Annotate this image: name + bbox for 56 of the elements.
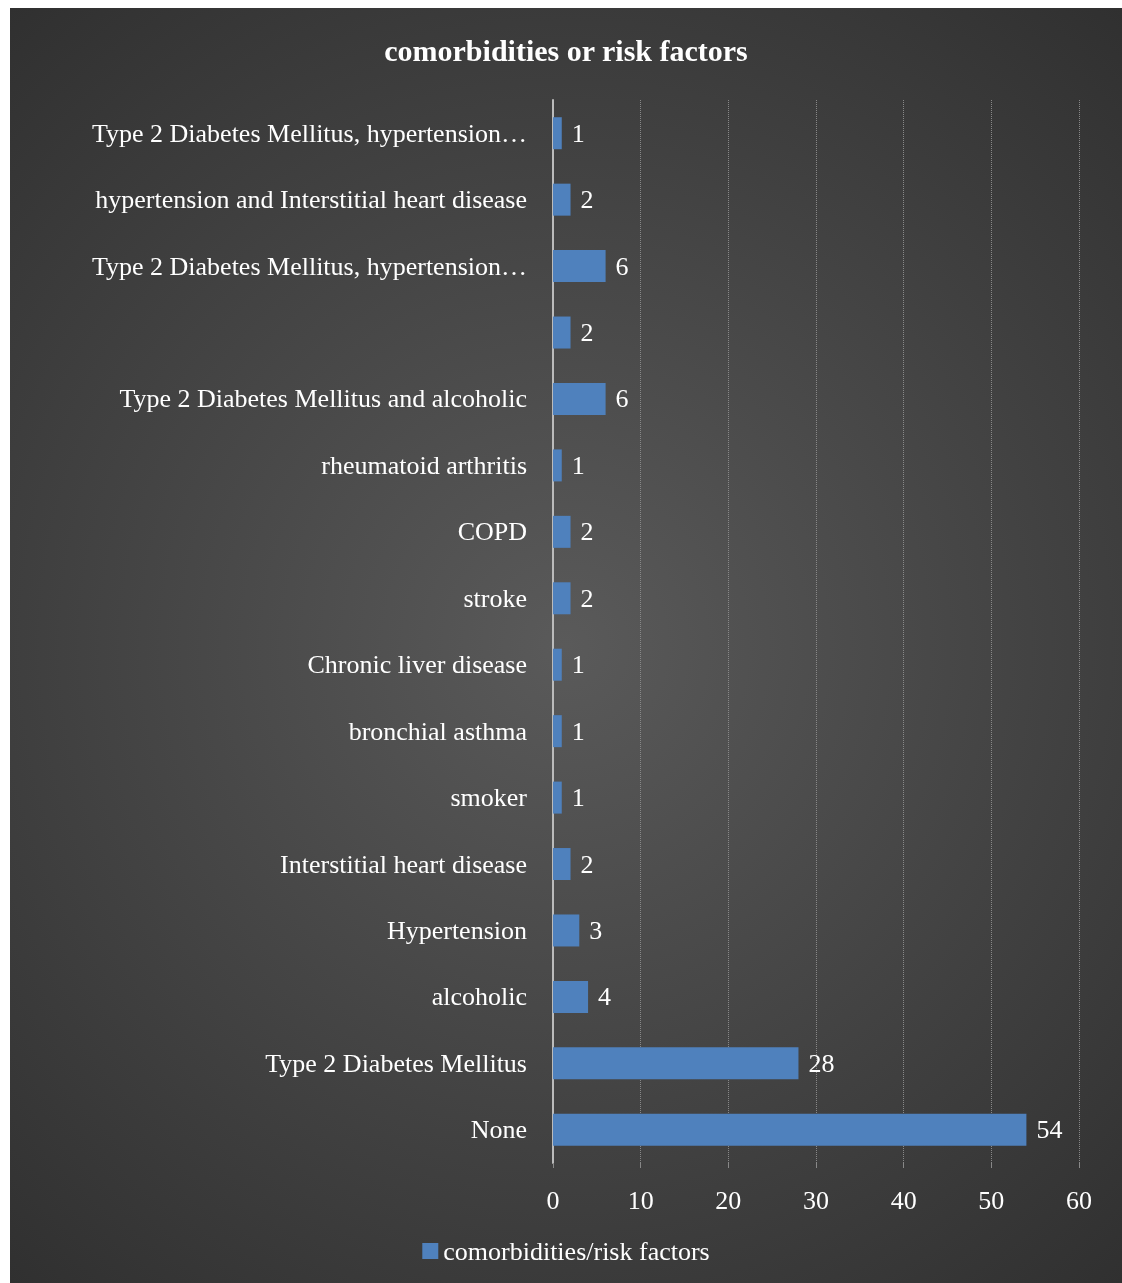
y-tick-label: None — [470, 1115, 527, 1145]
x-tick-label: 10 — [627, 1185, 654, 1215]
y-tick-label: hypertension and Interstitial heart disease — [95, 185, 527, 215]
bar — [553, 781, 562, 814]
bar — [553, 980, 589, 1013]
x-tick-label: 40 — [890, 1185, 917, 1215]
data-label: 6 — [615, 384, 629, 414]
bar — [553, 316, 571, 349]
data-label: 1 — [571, 118, 585, 148]
y-tick-label: rheumatoid arthritis — [321, 450, 527, 480]
bar — [553, 1047, 799, 1080]
y-tick-label: Type 2 Diabetes Mellitus and alcoholic — [119, 384, 527, 414]
x-tick-label: 20 — [715, 1185, 742, 1215]
y-tick-label: Type 2 Diabetes Mellitus — [265, 1048, 527, 1078]
bar — [553, 582, 571, 615]
bar — [553, 848, 571, 881]
bar — [553, 914, 580, 947]
data-label: 3 — [589, 915, 603, 945]
y-tick-label: Chronic liver disease — [307, 650, 527, 680]
bar — [553, 449, 562, 482]
y-tick-label: Hypertension — [386, 915, 527, 945]
data-label: 1 — [571, 650, 585, 680]
bar — [553, 250, 606, 283]
bar — [553, 515, 571, 548]
y-tick-label: Type 2 Diabetes Mellitus, hypertension… — [91, 118, 527, 148]
x-tick-label: 50 — [978, 1185, 1005, 1215]
data-label: 4 — [598, 982, 612, 1012]
bar — [553, 1113, 1027, 1146]
data-label: 2 — [580, 318, 594, 348]
data-label: 2 — [580, 583, 594, 613]
data-label: 1 — [571, 716, 585, 746]
y-tick-label: bronchial asthma — [348, 716, 528, 746]
data-label: 2 — [580, 185, 594, 215]
y-tick-label: stroke — [463, 583, 527, 613]
bar — [553, 117, 562, 150]
data-label: 54 — [1036, 1115, 1063, 1145]
y-tick-label: Interstitial heart disease — [280, 849, 527, 879]
y-tick-label: Type 2 Diabetes Mellitus, hypertension… — [91, 251, 527, 281]
data-label: 2 — [580, 517, 594, 547]
legend-label: comorbidities/risk factors — [443, 1236, 710, 1266]
data-label: 1 — [571, 783, 585, 813]
data-label: 28 — [808, 1048, 835, 1078]
data-label: 2 — [580, 849, 594, 879]
bar — [553, 382, 606, 415]
data-label: 6 — [615, 251, 629, 281]
x-tick-label: 0 — [546, 1185, 560, 1215]
chart-title: comorbidities or risk factors — [384, 33, 748, 67]
x-tick-label: 30 — [803, 1185, 829, 1215]
bar — [553, 715, 562, 748]
y-tick-label: alcoholic — [431, 982, 527, 1012]
x-tick-label: 60 — [1066, 1185, 1092, 1215]
data-label: 1 — [571, 450, 585, 480]
y-tick-label: smoker — [450, 783, 528, 813]
y-tick-label: COPD — [457, 517, 527, 547]
bar — [553, 183, 571, 216]
bar — [553, 648, 562, 681]
